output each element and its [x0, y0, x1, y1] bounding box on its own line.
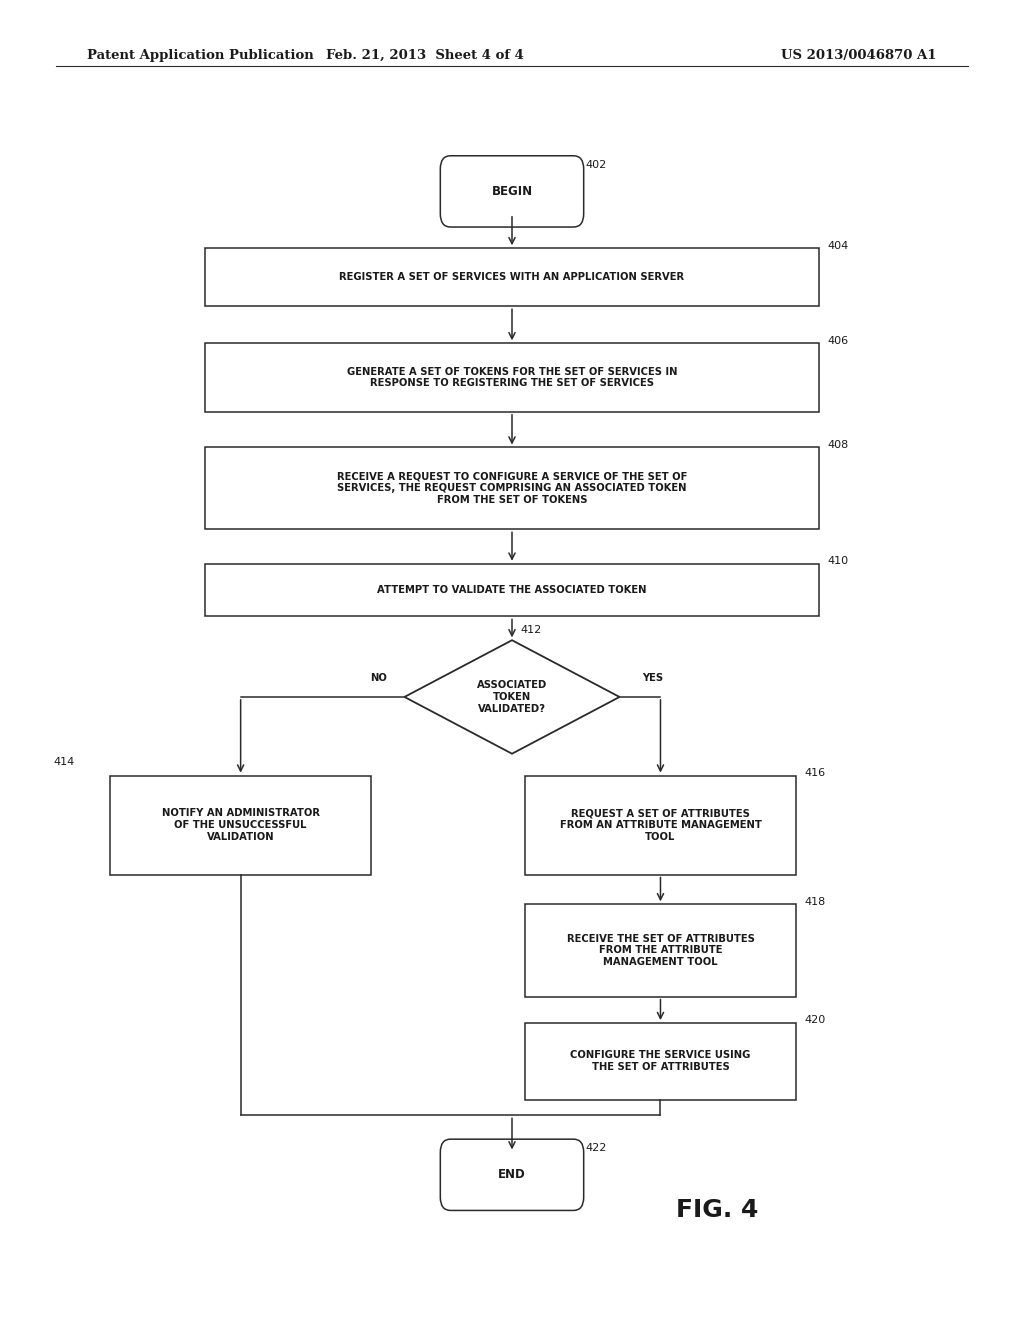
- Text: NOTIFY AN ADMINISTRATOR
OF THE UNSUCCESSFUL
VALIDATION: NOTIFY AN ADMINISTRATOR OF THE UNSUCCESS…: [162, 808, 319, 842]
- Bar: [110, 775, 371, 874]
- Text: RECEIVE THE SET OF ATTRIBUTES
FROM THE ATTRIBUTE
MANAGEMENT TOOL: RECEIVE THE SET OF ATTRIBUTES FROM THE A…: [566, 933, 755, 968]
- Text: ATTEMPT TO VALIDATE THE ASSOCIATED TOKEN: ATTEMPT TO VALIDATE THE ASSOCIATED TOKEN: [377, 585, 647, 595]
- Text: US 2013/0046870 A1: US 2013/0046870 A1: [781, 49, 937, 62]
- Text: 418: 418: [805, 896, 825, 907]
- Text: 420: 420: [805, 1015, 825, 1026]
- FancyBboxPatch shape: [440, 156, 584, 227]
- Text: 414: 414: [53, 758, 75, 767]
- Text: YES: YES: [642, 673, 663, 684]
- Text: 422: 422: [586, 1143, 607, 1154]
- Text: NO: NO: [371, 673, 387, 684]
- Text: CONFIGURE THE SERVICE USING
THE SET OF ATTRIBUTES: CONFIGURE THE SERVICE USING THE SET OF A…: [570, 1051, 751, 1072]
- Text: RECEIVE A REQUEST TO CONFIGURE A SERVICE OF THE SET OF
SERVICES, THE REQUEST COM: RECEIVE A REQUEST TO CONFIGURE A SERVICE…: [337, 471, 687, 506]
- Bar: [524, 1023, 797, 1100]
- Text: GENERATE A SET OF TOKENS FOR THE SET OF SERVICES IN
RESPONSE TO REGISTERING THE : GENERATE A SET OF TOKENS FOR THE SET OF …: [347, 367, 677, 388]
- Text: 408: 408: [827, 440, 849, 450]
- Text: REQUEST A SET OF ATTRIBUTES
FROM AN ATTRIBUTE MANAGEMENT
TOOL: REQUEST A SET OF ATTRIBUTES FROM AN ATTR…: [559, 808, 762, 842]
- Text: 416: 416: [805, 768, 825, 777]
- Bar: [205, 248, 819, 306]
- Bar: [205, 564, 819, 616]
- Text: Feb. 21, 2013  Sheet 4 of 4: Feb. 21, 2013 Sheet 4 of 4: [326, 49, 524, 62]
- FancyBboxPatch shape: [440, 1139, 584, 1210]
- Text: BEGIN: BEGIN: [492, 185, 532, 198]
- Bar: [524, 775, 797, 874]
- Bar: [524, 904, 797, 997]
- Text: 410: 410: [827, 556, 849, 566]
- Text: ASSOCIATED
TOKEN
VALIDATED?: ASSOCIATED TOKEN VALIDATED?: [477, 680, 547, 714]
- Text: END: END: [498, 1168, 526, 1181]
- Bar: [205, 447, 819, 529]
- Bar: [205, 343, 819, 412]
- Text: FIG. 4: FIG. 4: [676, 1199, 758, 1222]
- Text: REGISTER A SET OF SERVICES WITH AN APPLICATION SERVER: REGISTER A SET OF SERVICES WITH AN APPLI…: [339, 272, 685, 282]
- Text: Patent Application Publication: Patent Application Publication: [87, 49, 313, 62]
- Text: 412: 412: [520, 624, 542, 635]
- Text: 402: 402: [586, 160, 607, 170]
- Text: 404: 404: [827, 240, 849, 251]
- Polygon shape: [404, 640, 620, 754]
- Text: 406: 406: [827, 335, 849, 346]
